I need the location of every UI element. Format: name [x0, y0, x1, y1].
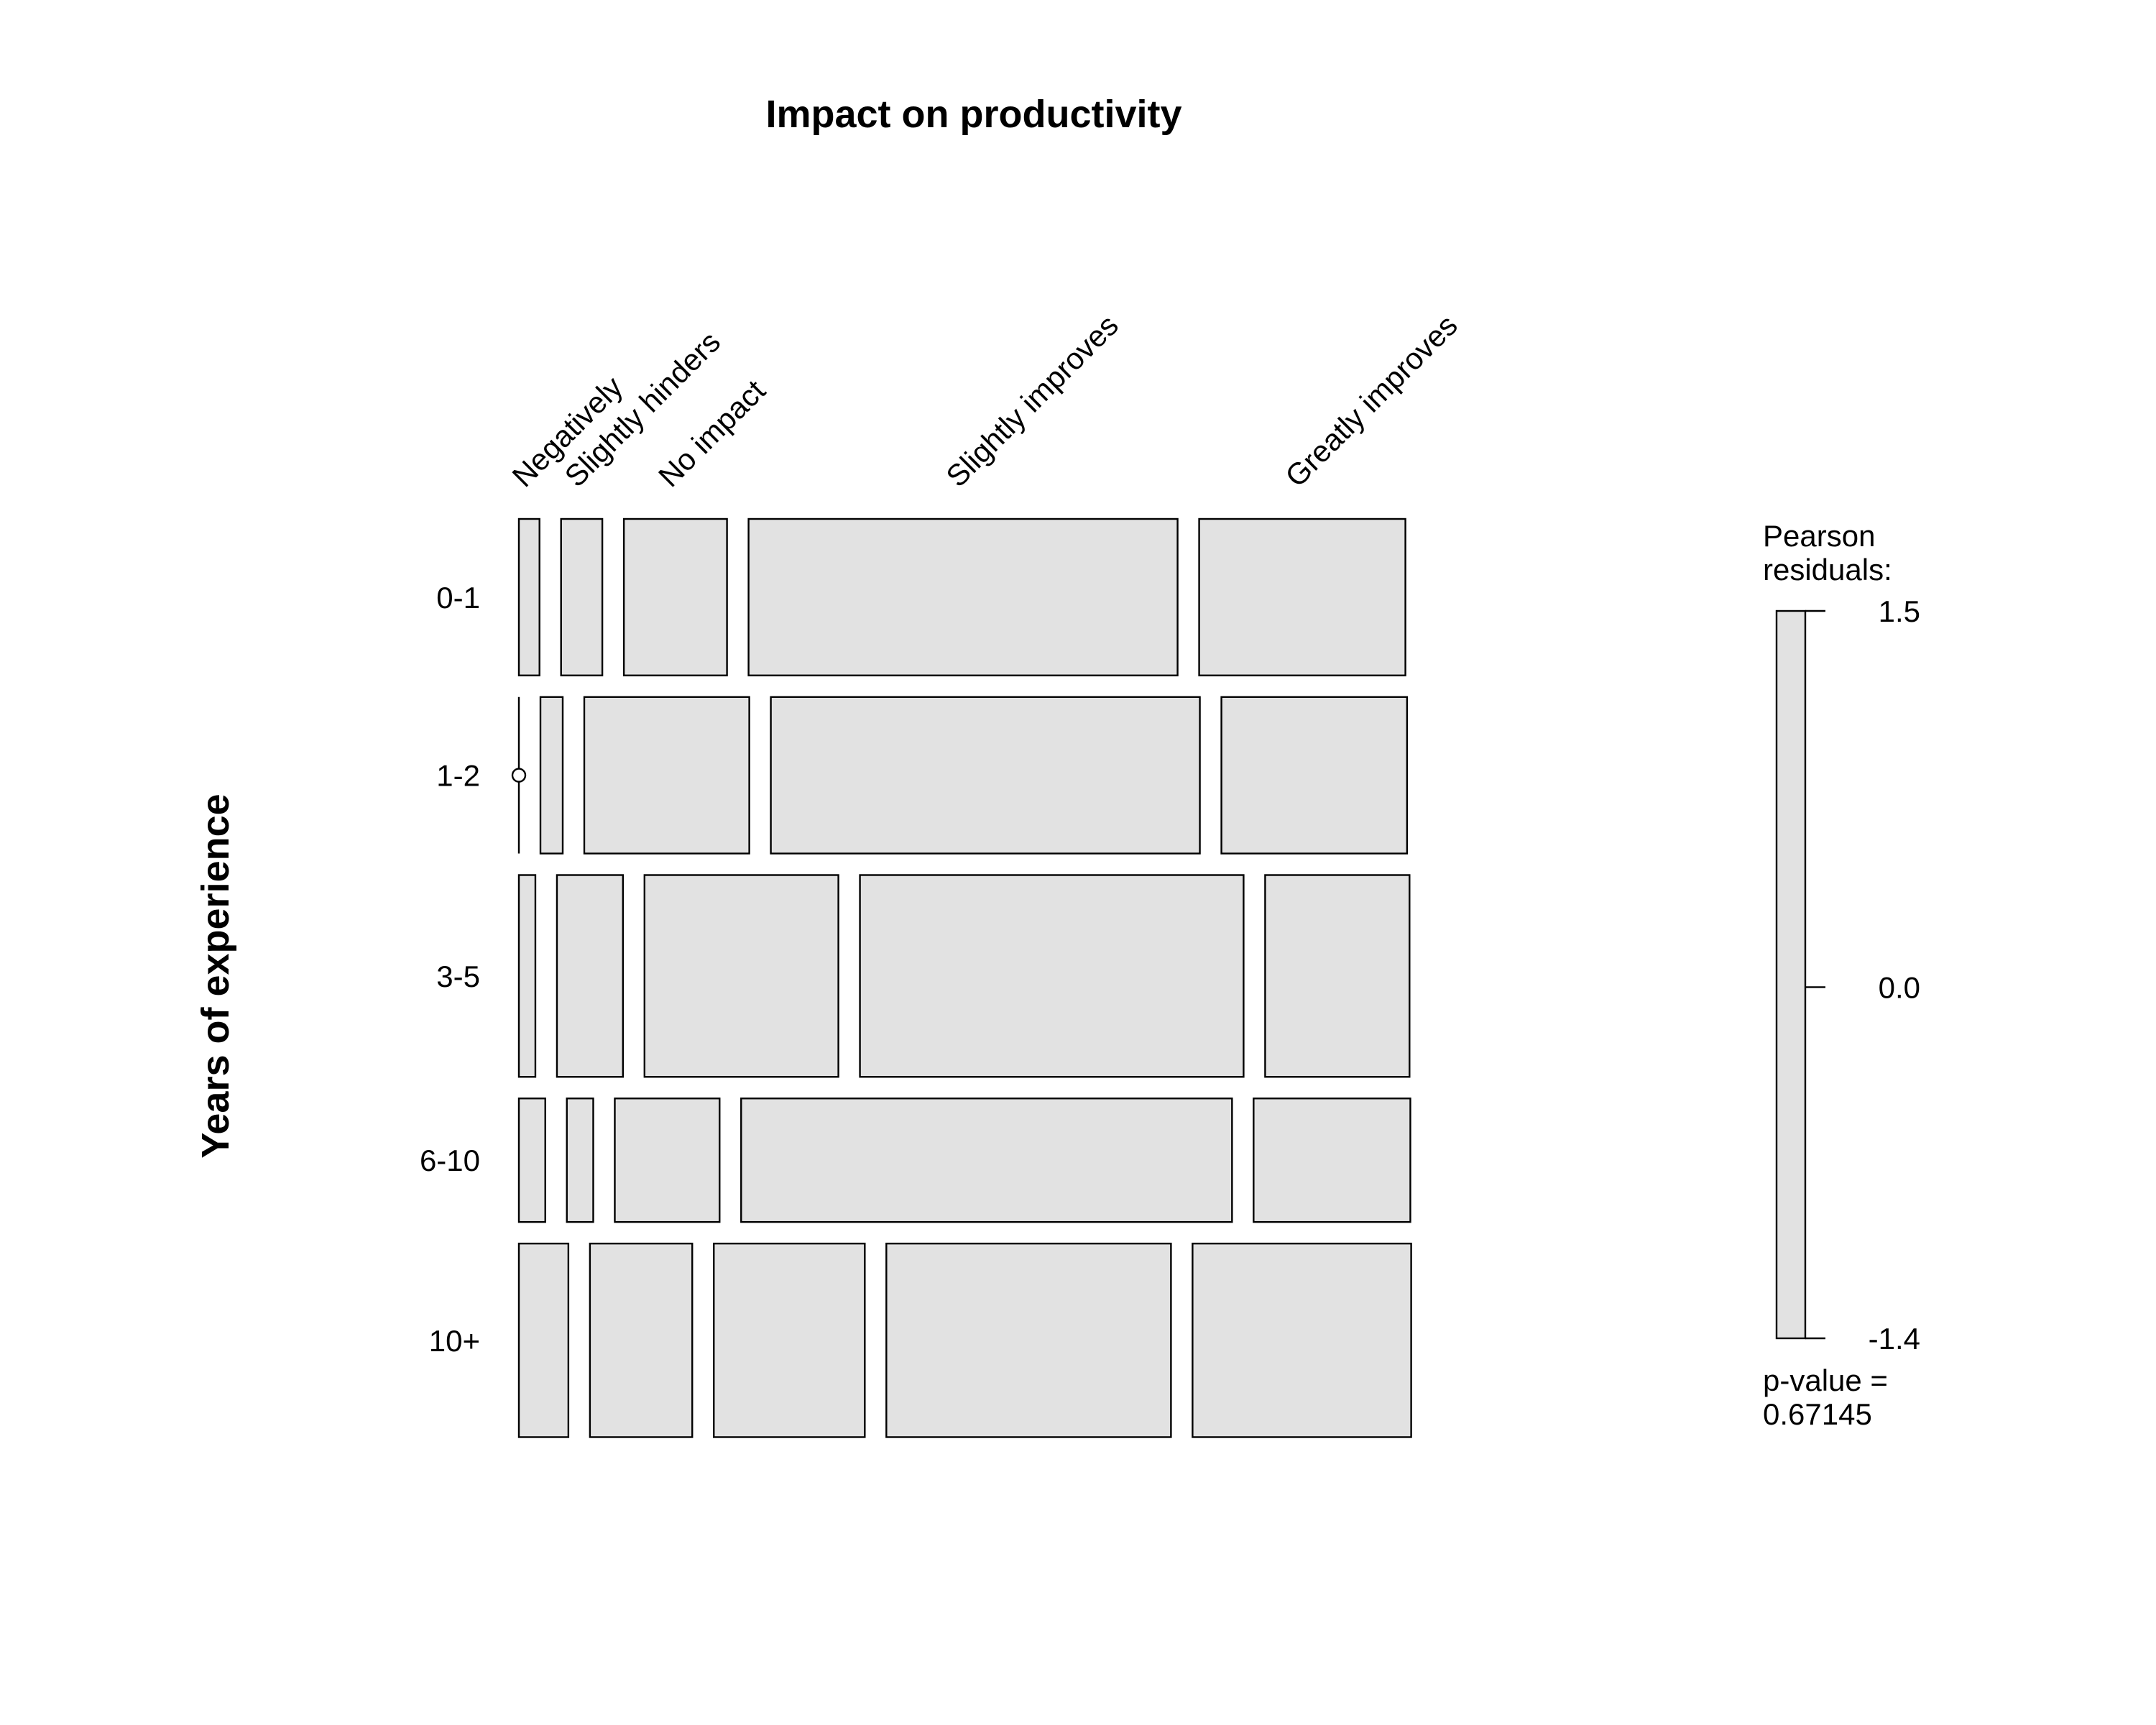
tile-0-1-no-impact	[622, 518, 728, 676]
tile-0-1-slightly-improves	[747, 518, 1179, 676]
row-label: 3-5	[436, 960, 480, 993]
tile-1-2-slightly-improves	[770, 696, 1201, 855]
row-label: 10+	[429, 1324, 480, 1358]
tile-3-5-slightly-hinders	[556, 874, 625, 1078]
tile-6-10-no-impact	[614, 1098, 721, 1223]
tile-10+-negatively	[517, 1242, 570, 1438]
legend-title-line1: Pearson	[1763, 519, 1875, 553]
mosaic-tiles	[511, 518, 1412, 1438]
tile-3-5-slightly-improves	[859, 874, 1245, 1078]
tile-0-1-greatly-improves	[1198, 518, 1406, 676]
tile-empty-1-2-negatively	[511, 696, 527, 854]
y-axis-title: Years of experience	[194, 794, 237, 1158]
tile-1-2-slightly-hinders	[539, 696, 564, 855]
legend-tick-label: -1.4	[1869, 1322, 1920, 1356]
legend: Pearson residuals: 1.50.0-1.4 p-value = …	[1763, 519, 1920, 1431]
tile-10+-no-impact	[713, 1242, 866, 1438]
tile-10+-slightly-hinders	[589, 1242, 694, 1438]
tile-1-2-greatly-improves	[1220, 696, 1409, 855]
legend-tick-label: 1.5	[1879, 594, 1920, 628]
legend-title-line2: residuals:	[1763, 553, 1892, 586]
tile-6-10-negatively	[517, 1098, 546, 1223]
legend-tick-label: 0.0	[1879, 970, 1920, 1004]
tile-3-5-no-impact	[643, 874, 839, 1078]
tile-6-10-slightly-hinders	[566, 1098, 594, 1223]
tile-10+-slightly-improves	[885, 1242, 1172, 1438]
row-labels: 0-1 1-2 3-5 6-10 10+	[420, 581, 480, 1358]
tile-0-1-negatively	[517, 518, 540, 676]
column-label: Slightly improves	[939, 308, 1125, 494]
tile-0-1-slightly-hinders	[560, 518, 604, 676]
row-label: 0-1	[436, 581, 480, 615]
tile-6-10-greatly-improves	[1253, 1098, 1411, 1223]
pvalue-line2: 0.67145	[1763, 1397, 1872, 1431]
tile-3-5-negatively	[517, 874, 537, 1078]
row-label: 6-10	[420, 1144, 480, 1177]
column-label: Greatly improves	[1279, 308, 1464, 494]
tile-10+-greatly-improves	[1192, 1242, 1412, 1438]
pvalue-line1: p-value =	[1763, 1363, 1888, 1397]
tile-6-10-slightly-improves	[740, 1098, 1233, 1223]
row-label: 1-2	[436, 759, 480, 793]
legend-colorbar	[1775, 610, 1807, 1340]
tile-1-2-no-impact	[583, 696, 750, 855]
chart-title: Impact on productivity	[765, 93, 1181, 136]
tile-3-5-greatly-improves	[1264, 874, 1411, 1078]
